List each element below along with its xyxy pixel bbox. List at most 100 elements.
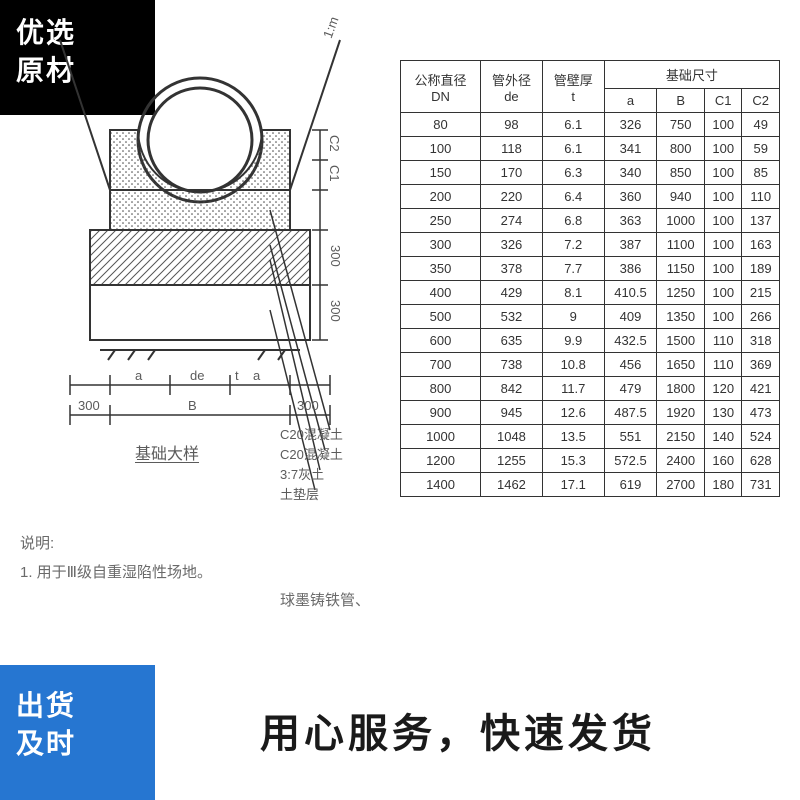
table-cell: 100 (704, 113, 741, 137)
table-cell: 350 (401, 257, 481, 281)
dim-c1: C1 (327, 165, 342, 182)
table-cell: 274 (481, 209, 543, 233)
table-cell: 100 (704, 305, 741, 329)
dim-t: t (235, 368, 239, 383)
table-cell: 6.1 (542, 137, 604, 161)
table-cell: 700 (401, 353, 481, 377)
table-cell: 532 (481, 305, 543, 329)
col-de-l2: de (483, 89, 540, 104)
explain-item-1: 1. 用于Ⅲ级自重湿陷性场地。 (20, 559, 370, 588)
table-cell: 110 (742, 185, 780, 209)
table-cell: 2400 (657, 449, 705, 473)
table-cell: 9.9 (542, 329, 604, 353)
dim-300a: 300 (328, 245, 343, 267)
table-cell: 410.5 (604, 281, 657, 305)
table-row: 1001186.134180010059 (401, 137, 780, 161)
table-cell: 170 (481, 161, 543, 185)
table-cell: 800 (401, 377, 481, 401)
table-row: 80084211.74791800120421 (401, 377, 780, 401)
table-cell: 1400 (401, 473, 481, 497)
table-cell: 1462 (481, 473, 543, 497)
table-cell: 2700 (657, 473, 705, 497)
table-cell: 98 (481, 113, 543, 137)
table-cell: 842 (481, 377, 543, 401)
table-row: 70073810.84561650110369 (401, 353, 780, 377)
explain-heading: 说明: (20, 530, 370, 559)
col-dn-l1: 公称直径 (403, 70, 478, 89)
col-B: B (657, 89, 705, 113)
table-cell: 2150 (657, 425, 705, 449)
table-cell: 500 (401, 305, 481, 329)
table-cell: 85 (742, 161, 780, 185)
table-cell: 7.7 (542, 257, 604, 281)
table-cell: 189 (742, 257, 780, 281)
table-row: 2002206.4360940100110 (401, 185, 780, 209)
col-group-dim: 基础尺寸 (604, 61, 779, 89)
table-cell: 1000 (657, 209, 705, 233)
table-cell: 100 (704, 281, 741, 305)
table-row: 1400146217.16192700180731 (401, 473, 780, 497)
dim-300-left: 300 (78, 398, 100, 413)
table-cell: 160 (704, 449, 741, 473)
table-cell: 6.3 (542, 161, 604, 185)
explanation-block: 说明: 1. 用于Ⅲ级自重湿陷性场地。 球墨铸铁管、 (20, 530, 370, 616)
table-cell: 850 (657, 161, 705, 185)
table-row: 6006359.9432.51500110318 (401, 329, 780, 353)
col-dn-l2: DN (403, 89, 478, 104)
table-cell: 1100 (657, 233, 705, 257)
table-cell: 750 (657, 113, 705, 137)
table-cell: 215 (742, 281, 780, 305)
table-cell: 100 (704, 233, 741, 257)
table-cell: 100 (704, 137, 741, 161)
table-cell: 487.5 (604, 401, 657, 425)
table-cell: 13.5 (542, 425, 604, 449)
table-cell: 340 (604, 161, 657, 185)
spec-table-head: 公称直径 DN 管外径 de 管壁厚 t 基础尺寸 a B C1 C2 (401, 61, 780, 113)
table-cell: 1350 (657, 305, 705, 329)
col-C2: C2 (742, 89, 780, 113)
table-cell: 341 (604, 137, 657, 161)
table-cell: 551 (604, 425, 657, 449)
foundation-diagram: 1:m C2 C1 300 300 a de a t 300 B 300 C20… (20, 30, 380, 500)
table-row: 1000104813.55512150140524 (401, 425, 780, 449)
table-row: 90094512.6487.51920130473 (401, 401, 780, 425)
table-cell: 6.8 (542, 209, 604, 233)
table-cell: 600 (401, 329, 481, 353)
table-cell: 940 (657, 185, 705, 209)
table-cell: 421 (742, 377, 780, 401)
table-cell: 137 (742, 209, 780, 233)
table-cell: 6.1 (542, 113, 604, 137)
table-cell: 409 (604, 305, 657, 329)
table-row: 4004298.1410.51250100215 (401, 281, 780, 305)
overlay-slogan: 用心服务，快速发货 (260, 700, 656, 760)
table-cell: 150 (401, 161, 481, 185)
table-cell: 635 (481, 329, 543, 353)
table-cell: 1000 (401, 425, 481, 449)
table-cell: 360 (604, 185, 657, 209)
table-cell: 945 (481, 401, 543, 425)
table-row: 1200125515.3572.52400160628 (401, 449, 780, 473)
table-cell: 1800 (657, 377, 705, 401)
table-cell: 9 (542, 305, 604, 329)
table-row: 80986.132675010049 (401, 113, 780, 137)
table-cell: 386 (604, 257, 657, 281)
badge-bottom-left-line1: 出货 (16, 687, 139, 725)
table-cell: 80 (401, 113, 481, 137)
table-cell: 11.7 (542, 377, 604, 401)
col-t-l1: 管壁厚 (545, 70, 602, 89)
callout-concrete-2: C20混凝土 (280, 444, 343, 463)
table-cell: 800 (657, 137, 705, 161)
dim-a-left: a (135, 368, 142, 383)
table-row: 3003267.23871100100163 (401, 233, 780, 257)
col-t-l2: t (545, 89, 602, 104)
table-cell: 130 (704, 401, 741, 425)
table-cell: 220 (481, 185, 543, 209)
callout-3-7: 3:7灰土 (280, 464, 324, 483)
table-row: 3503787.73861150100189 (401, 257, 780, 281)
table-cell: 1255 (481, 449, 543, 473)
dim-300-right: 300 (297, 398, 319, 413)
table-cell: 326 (604, 113, 657, 137)
table-cell: 731 (742, 473, 780, 497)
table-cell: 1500 (657, 329, 705, 353)
table-cell: 363 (604, 209, 657, 233)
